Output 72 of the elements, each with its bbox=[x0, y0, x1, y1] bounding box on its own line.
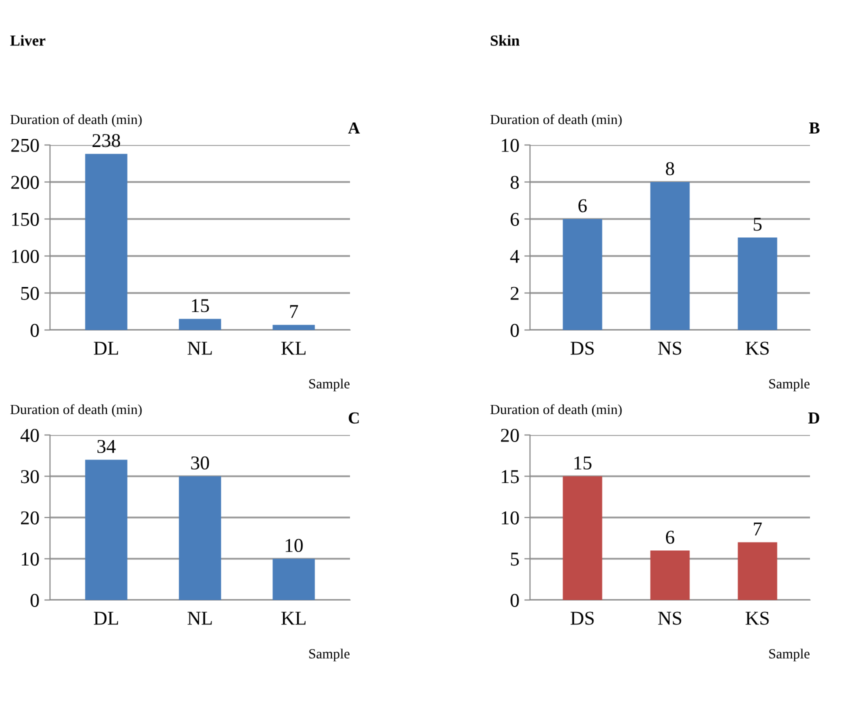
bar bbox=[738, 542, 778, 600]
bar bbox=[650, 550, 690, 600]
y-tick-label: 250 bbox=[11, 138, 39, 152]
bar bbox=[562, 476, 602, 600]
x-tick-label: KL bbox=[281, 342, 306, 355]
y-tick-label: 40 bbox=[20, 428, 39, 442]
data-label: 238 bbox=[92, 134, 120, 148]
bar bbox=[272, 558, 315, 600]
chart-title: Skin bbox=[490, 35, 520, 46]
y-tick-label: 0 bbox=[510, 594, 519, 607]
y-tick-label: 15 bbox=[502, 470, 519, 484]
y-tick-label: 20 bbox=[500, 428, 519, 442]
y-tick-label: 50 bbox=[21, 286, 39, 300]
bar bbox=[272, 324, 315, 330]
y-tick-label: 20 bbox=[20, 511, 39, 524]
data-label: 34 bbox=[97, 440, 116, 454]
x-axis-title: Sample bbox=[769, 378, 810, 392]
y-tick-label: 6 bbox=[510, 212, 520, 226]
bar bbox=[178, 476, 222, 600]
x-tick-label: DL bbox=[94, 342, 118, 355]
x-tick-label: NL bbox=[188, 612, 212, 625]
x-axis-title: Sample bbox=[309, 648, 350, 662]
bar bbox=[650, 182, 690, 330]
bar bbox=[562, 219, 602, 330]
y-tick-label: 8 bbox=[510, 176, 519, 189]
y-axis-title: Duration of death (min) bbox=[10, 404, 142, 417]
x-tick-label: KS bbox=[746, 342, 769, 355]
data-label: 8 bbox=[666, 162, 674, 176]
y-tick-label: 10 bbox=[502, 511, 519, 524]
x-tick-label: KL bbox=[281, 612, 306, 625]
y-axis-title: Duration of death (min) bbox=[490, 404, 622, 417]
y-tick-label: 5 bbox=[510, 552, 519, 566]
data-label: 30 bbox=[191, 456, 209, 470]
y-tick-label: 2 bbox=[510, 286, 519, 300]
x-tick-label: KS bbox=[746, 612, 769, 625]
x-tick-label: NL bbox=[188, 342, 212, 355]
y-tick-label: 4 bbox=[510, 250, 520, 263]
data-label: 7 bbox=[290, 305, 298, 318]
data-label: 15 bbox=[192, 299, 209, 312]
data-label: 6 bbox=[578, 199, 587, 212]
y-tick-label: 0 bbox=[30, 324, 39, 337]
y-tick-label: 10 bbox=[22, 552, 39, 566]
text: D bbox=[808, 412, 820, 424]
x-axis-title: Sample bbox=[309, 378, 350, 392]
y-axis-title: Duration of death (min) bbox=[490, 114, 622, 127]
data-label: 15 bbox=[574, 456, 592, 470]
bar bbox=[738, 238, 778, 330]
x-tick-label: NS bbox=[658, 612, 682, 625]
x-tick-label: DS bbox=[570, 342, 594, 355]
data-label: 5 bbox=[754, 218, 762, 231]
bar bbox=[85, 460, 128, 600]
x-tick-label: NS bbox=[658, 342, 682, 355]
y-tick-label: 150 bbox=[12, 212, 39, 226]
x-tick-label: DS bbox=[570, 612, 594, 625]
y-tick-label: 0 bbox=[30, 594, 39, 607]
data-label: 6 bbox=[666, 530, 674, 544]
bar bbox=[178, 318, 222, 330]
data-label: 7 bbox=[754, 522, 762, 536]
text: A bbox=[348, 122, 360, 134]
y-tick-label: 200 bbox=[11, 176, 39, 189]
data-label: 10 bbox=[286, 538, 303, 552]
text: B bbox=[809, 122, 820, 134]
x-axis-title: Sample bbox=[769, 648, 810, 662]
y-tick-label: 100 bbox=[12, 250, 39, 263]
y-tick-label: 0 bbox=[510, 324, 519, 337]
y-tick-label: 30 bbox=[21, 470, 39, 484]
text: C bbox=[348, 412, 359, 424]
bar bbox=[85, 154, 128, 330]
y-axis-title: Duration of death (min) bbox=[10, 114, 142, 127]
x-tick-label: DL bbox=[94, 612, 118, 625]
y-tick-label: 10 bbox=[502, 138, 519, 152]
chart-title: Liver bbox=[10, 35, 46, 46]
